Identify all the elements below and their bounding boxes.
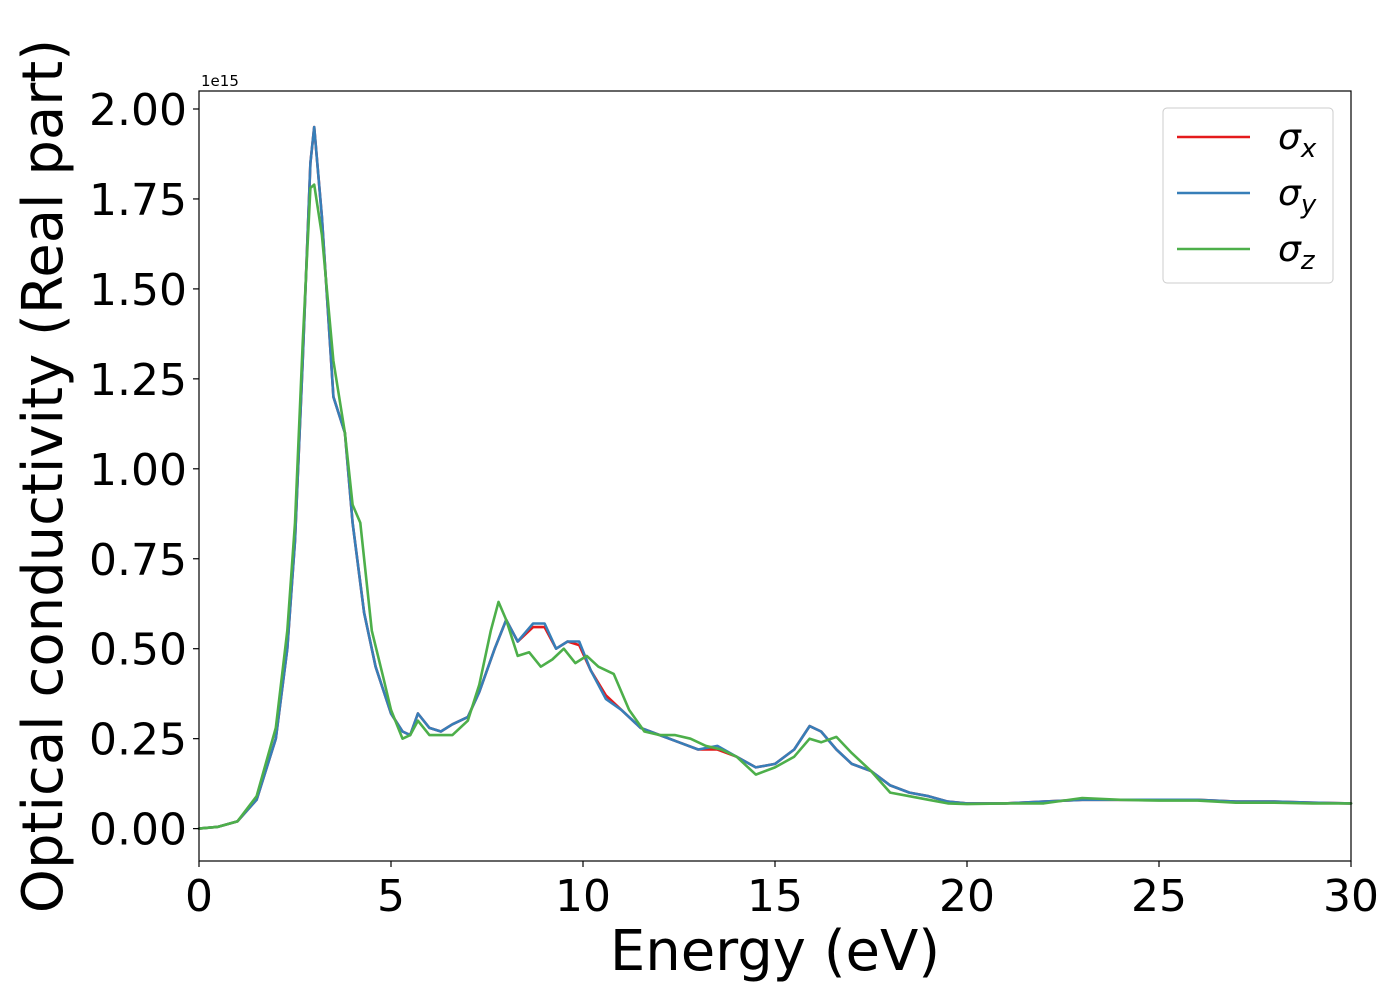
y-tick-label: 2.00	[89, 85, 187, 136]
x-tick-label: 30	[1323, 871, 1379, 922]
y-offset-label: 1e15	[201, 72, 239, 90]
legend-label-y: σy	[1278, 173, 1317, 220]
y-tick-label: 0.25	[89, 715, 187, 766]
series-layer	[197, 125, 1353, 830]
y-tick-label: 1.25	[89, 355, 187, 406]
y-tick-label: 0.00	[89, 805, 187, 856]
x-tick-label: 5	[377, 871, 405, 922]
x-tick-label: 0	[185, 871, 213, 922]
x-tick-label: 20	[939, 871, 995, 922]
y-axis-label: Optical conductivity (Real part)	[11, 39, 76, 913]
x-tick-label: 10	[555, 871, 611, 922]
y-tick-label: 1.75	[89, 175, 187, 226]
series-line-z	[197, 183, 1353, 830]
y-tick-label: 1.00	[89, 445, 187, 496]
x-axis-ticks: 0 5 10 15 20 25 30	[185, 861, 1379, 922]
legend: σx σy σz	[1162, 107, 1334, 284]
y-tick-label: 0.75	[89, 535, 187, 586]
y-axis-ticks: 0.00 0.25 0.50 0.75 1.00 1.25 1.50 1.75 2.00	[89, 85, 199, 856]
series-line-y	[197, 125, 1353, 830]
x-axis-label: Energy (eV)	[610, 919, 940, 984]
legend-label-x: σx	[1278, 117, 1317, 164]
y-tick-label: 0.50	[89, 625, 187, 676]
legend-box	[1162, 107, 1334, 284]
y-tick-label: 1.50	[89, 265, 187, 316]
x-tick-label: 25	[1131, 871, 1187, 922]
legend-label-z: σz	[1278, 229, 1316, 276]
x-tick-label: 15	[747, 871, 803, 922]
